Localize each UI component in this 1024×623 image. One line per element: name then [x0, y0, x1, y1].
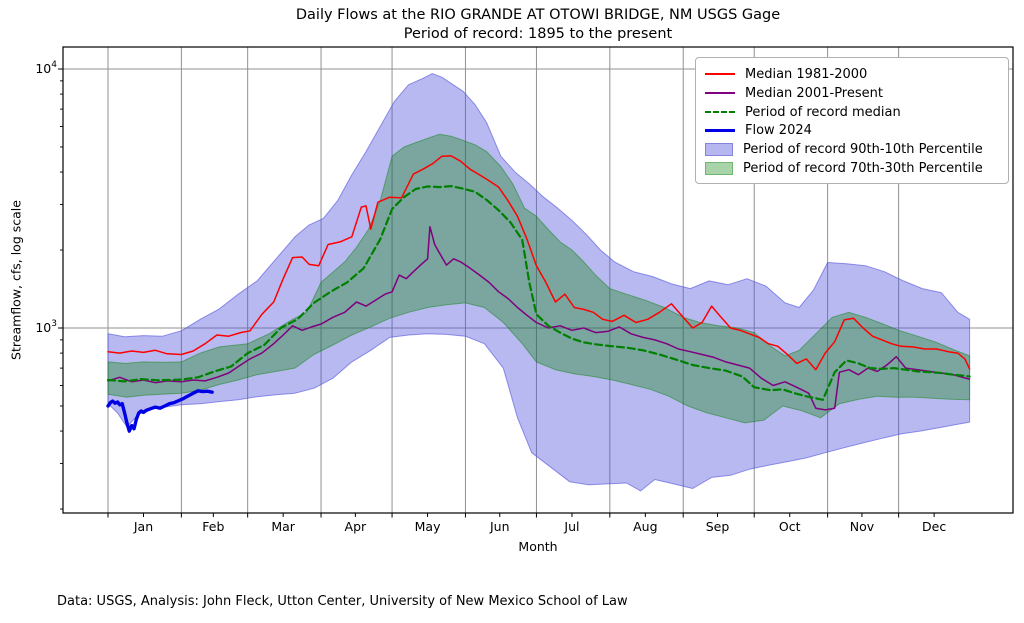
x-tick-label: Feb — [202, 519, 224, 534]
x-tick-label: May — [415, 519, 441, 534]
footer-credit: Data: USGS, Analysis: John Fleck, Utton … — [57, 594, 628, 609]
series-line-period-of-record-median — [106, 185, 971, 401]
legend-label: Median 1981-2000 — [745, 66, 868, 82]
axes-frame — [62, 46, 1014, 514]
legend-item: Period of record 70th-30th Percentile — [705, 159, 999, 178]
legend: Median 1981-2000 Median 2001-Present Per… — [695, 57, 1009, 184]
y-tick-label: 104 — [35, 60, 57, 76]
legend-line-median-1981-2000-icon — [705, 73, 735, 76]
legend-line-por-median-icon — [705, 111, 735, 114]
x-tick-label: Aug — [633, 519, 657, 534]
x-tick-label: Jun — [489, 519, 510, 534]
legend-label: Period of record 70th-30th Percentile — [743, 161, 983, 177]
chart-title-line2: Period of record: 1895 to the present — [403, 26, 673, 42]
legend-line-flow-2024-icon — [705, 129, 735, 133]
x-axis-label: Month — [518, 539, 558, 554]
series-line-median-2001-present — [107, 225, 971, 411]
x-tick-label: Dec — [922, 519, 946, 534]
x-tick-label: Oct — [779, 519, 801, 534]
legend-item: Flow 2024 — [705, 121, 999, 140]
x-tick-label: Mar — [271, 519, 295, 534]
legend-label: Period of record median — [745, 104, 901, 120]
legend-line-median-2001-present-icon — [705, 92, 735, 95]
x-tick-label: Nov — [850, 519, 875, 534]
x-tick-label: Jul — [563, 519, 579, 534]
legend-label: Period of record 90th-10th Percentile — [743, 142, 983, 158]
chart-title-line1: Daily Flows at the RIO GRANDE AT OTOWI B… — [295, 7, 781, 23]
y-tick-label: 103 — [35, 319, 57, 335]
series-line-median-1981-2000 — [107, 155, 971, 371]
x-tick-label: Sep — [706, 519, 730, 534]
chart-title: Daily Flows at the RIO GRANDE AT OTOWI B… — [63, 6, 1013, 44]
band-70-30 — [107, 133, 971, 424]
y-axis-label: Streamflow, cfs, log scale — [8, 200, 24, 360]
legend-item: Median 2001-Present — [705, 84, 999, 103]
legend-label: Median 2001-Present — [745, 85, 883, 101]
legend-label: Flow 2024 — [745, 123, 812, 139]
legend-item: Median 1981-2000 — [705, 65, 999, 84]
series-line-flow-2024 — [106, 389, 214, 433]
legend-patch-70-30-icon — [705, 162, 733, 176]
x-tick-label: Apr — [345, 519, 367, 534]
legend-item: Period of record median — [705, 103, 999, 122]
legend-patch-90-10-icon — [705, 143, 733, 157]
legend-item: Period of record 90th-10th Percentile — [705, 140, 999, 159]
x-tick-label: Jan — [133, 519, 153, 534]
